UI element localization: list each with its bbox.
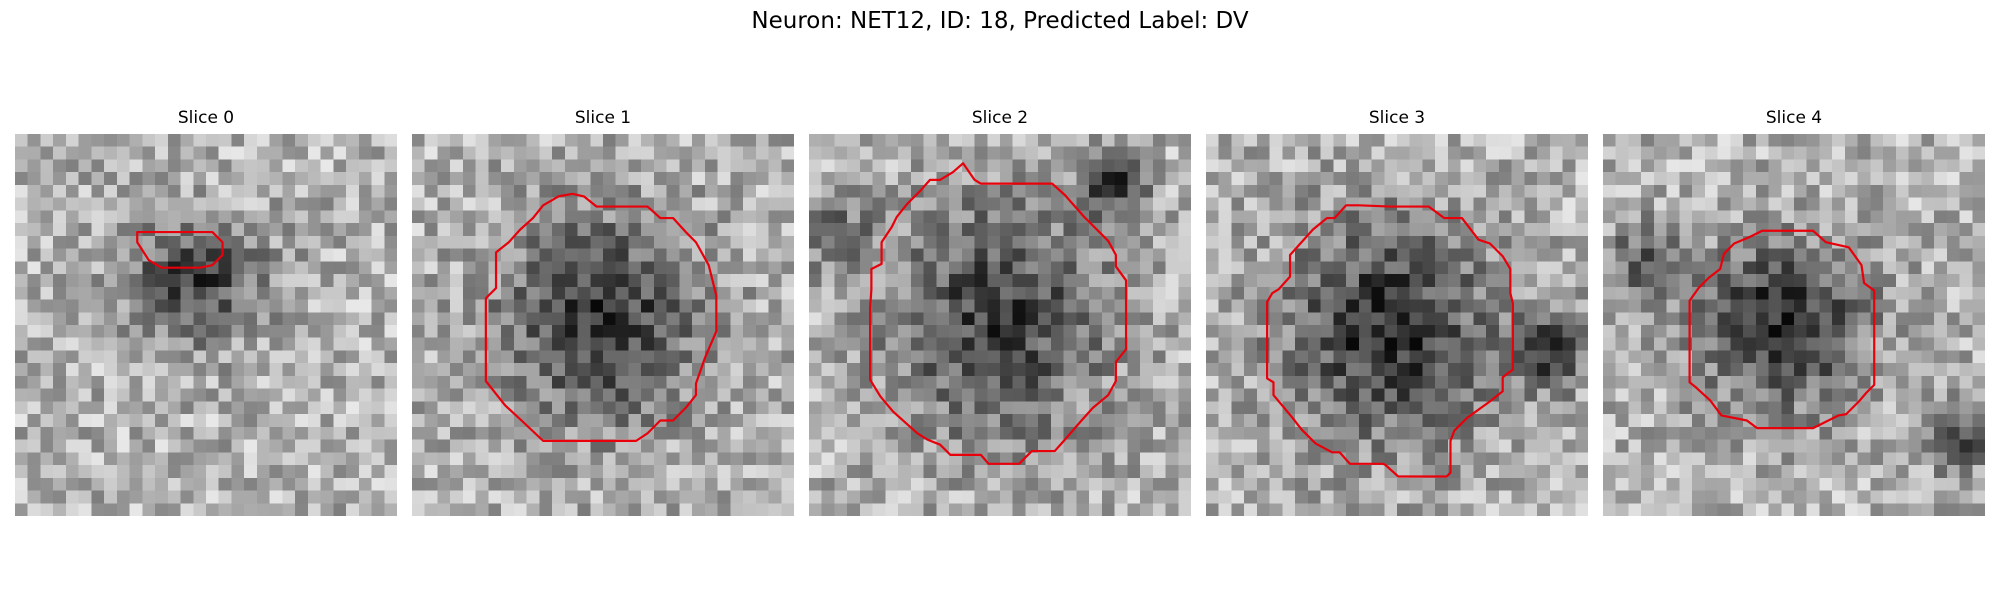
slice-image-0 [15,134,397,516]
neuron-outline-2 [870,163,1126,464]
figure-title: Neuron: NET12, ID: 18, Predicted Label: … [751,8,1249,34]
slice-title-2: Slice 2 [971,108,1029,128]
slice-title-3: Slice 3 [1368,108,1426,128]
slice-image-2 [809,134,1191,516]
neuron-outline-4 [1690,231,1875,428]
neuron-outline-3 [1267,205,1513,476]
slice-title-4: Slice 4 [1765,108,1823,128]
slice-title-1: Slice 1 [574,108,632,128]
slice-title-0: Slice 0 [177,108,235,128]
neuron-outline-0 [137,232,222,268]
slice-image-3 [1206,134,1588,516]
neuron-outline-1 [486,194,716,441]
slice-image-4 [1603,134,1985,516]
slice-image-1 [412,134,794,516]
